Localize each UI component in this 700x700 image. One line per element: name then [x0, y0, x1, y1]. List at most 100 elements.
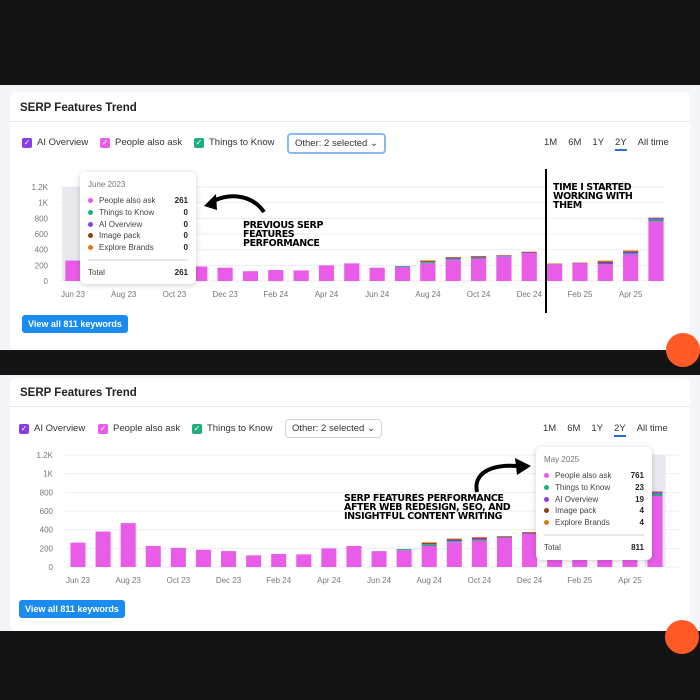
other-features-select[interactable]: Other: 2 selected ⌄: [287, 133, 386, 154]
dot-icon: [544, 496, 549, 502]
x-tick-label: Oct 24: [468, 576, 492, 585]
bar-segment: [421, 544, 437, 546]
filter-label: Things to Know: [209, 137, 275, 148]
curved-arrow-icon: [474, 458, 531, 493]
filter-things-to-know[interactable]: ✓ Things to Know: [194, 137, 274, 148]
dot-icon: [544, 520, 549, 526]
other-features-select[interactable]: Other: 2 selected ⌄: [285, 419, 382, 438]
filter-things-to-know[interactable]: ✓ Things to Know: [192, 423, 272, 434]
x-tick-label: Apr 24: [317, 576, 341, 585]
x-tick-label: Dec 24: [517, 290, 543, 299]
bar-segment: [648, 218, 664, 220]
bar-segment: [623, 254, 639, 281]
row-value: 23: [635, 483, 644, 493]
bar-segment: [470, 257, 487, 259]
row-label: AI Overview: [555, 494, 599, 504]
row-value: 4: [639, 518, 644, 528]
row-label: Things to Know: [555, 483, 611, 493]
bar-segment: [421, 543, 437, 545]
dot-icon: [88, 210, 93, 216]
row-label: Image pack: [555, 506, 597, 516]
tab-6m[interactable]: 6M: [567, 423, 581, 434]
row-label: Image pack: [99, 231, 141, 241]
chevron-down-icon: ⌄: [367, 423, 375, 434]
tab-1y[interactable]: 1Y: [592, 137, 605, 148]
check-icon: ✓: [19, 423, 29, 434]
tooltip-row: Things to Know 0: [88, 207, 188, 219]
bar-segment: [496, 255, 512, 257]
row-label: People also ask: [99, 196, 156, 206]
curved-arrow-icon: [204, 194, 266, 214]
bar-segment: [522, 533, 538, 567]
x-tick-label: Feb 25: [568, 290, 593, 299]
filter-ai-overview[interactable]: ✓ AI Overview: [22, 137, 88, 148]
bar-segment: [597, 260, 613, 262]
filter-label: People also ask: [113, 423, 181, 434]
row-value: 0: [183, 208, 188, 218]
filter-label: People also ask: [115, 137, 183, 148]
tab-2y[interactable]: 2Y: [615, 137, 627, 151]
bar-segment: [321, 548, 337, 567]
bar-segment: [246, 555, 262, 567]
tab-6m[interactable]: 6M: [568, 137, 582, 148]
divider: [10, 121, 690, 122]
bar-segment: [522, 532, 538, 534]
row-value: 261: [174, 196, 188, 206]
tab-1y[interactable]: 1Y: [591, 423, 604, 434]
row-label: Things to Know: [99, 208, 155, 218]
bar-segment: [471, 538, 487, 540]
serp-trend-card-before: SERP Features Trend ✓ AI Overview ✓ People…: [10, 92, 690, 350]
tab-all-time[interactable]: All time: [636, 423, 668, 434]
bar-segment: [421, 546, 437, 567]
timeframe-tabs: 1M 6M 1Y 2Y All time: [544, 137, 669, 151]
filter-people-also-ask[interactable]: ✓ People also ask: [98, 423, 180, 434]
bar-segment: [446, 539, 462, 542]
tooltip-row: People also ask 261: [88, 195, 188, 207]
row-value: 4: [639, 506, 644, 516]
check-icon: ✓: [22, 137, 32, 148]
bar-segment: [268, 270, 284, 281]
y-tick-label: 800: [40, 488, 54, 497]
bar-segment: [597, 261, 613, 263]
annotation-start: TIME I STARTED WORKING WITH THEM: [553, 182, 633, 211]
tab-all-time[interactable]: All time: [637, 137, 669, 148]
dot-icon: [544, 485, 549, 491]
y-tick-label: 400: [40, 526, 54, 535]
y-tick-label: 200: [40, 544, 54, 553]
tooltip-row: Image pack 0: [88, 230, 188, 242]
help-button[interactable]: [665, 620, 699, 654]
x-tick-label: Aug 23: [115, 576, 141, 585]
bar-segment: [647, 492, 663, 494]
dot-icon: [544, 508, 549, 514]
y-tick-label: 600: [35, 230, 49, 239]
check-icon: ✓: [192, 423, 202, 434]
bar-segment: [420, 262, 436, 264]
bar-segment: [623, 253, 639, 255]
y-tick-label: 1.2K: [32, 183, 49, 192]
bar-segment: [471, 539, 487, 541]
bar-segment: [70, 542, 86, 567]
x-tick-label: Jun 24: [365, 290, 390, 299]
bar-segment: [170, 547, 186, 567]
row-value: 19: [635, 494, 644, 504]
x-tick-label: Dec 23: [212, 290, 238, 299]
filter-ai-overview[interactable]: ✓ AI Overview: [19, 423, 85, 434]
card-title: SERP Features Trend: [20, 387, 137, 399]
filter-people-also-ask[interactable]: ✓ People also ask: [100, 137, 182, 148]
row-value: 0: [183, 219, 188, 229]
dot-icon: [88, 221, 93, 227]
filter-label: Things to Know: [207, 423, 273, 434]
bar-segment: [623, 251, 639, 252]
tab-2y[interactable]: 2Y: [614, 423, 626, 437]
bar-segment: [318, 265, 335, 281]
tab-1m[interactable]: 1M: [544, 137, 558, 148]
y-tick-label: 1K: [43, 470, 53, 479]
view-all-keywords-button[interactable]: View all 811 keywords: [19, 600, 125, 618]
bar-segment: [496, 256, 512, 281]
tooltip-date: June 2023: [88, 180, 126, 189]
tab-1m[interactable]: 1M: [543, 423, 557, 434]
filter-label: AI Overview: [34, 423, 86, 434]
bar-segment: [420, 263, 436, 281]
view-all-keywords-button[interactable]: View all 811 keywords: [22, 315, 128, 333]
help-button[interactable]: [666, 333, 700, 367]
